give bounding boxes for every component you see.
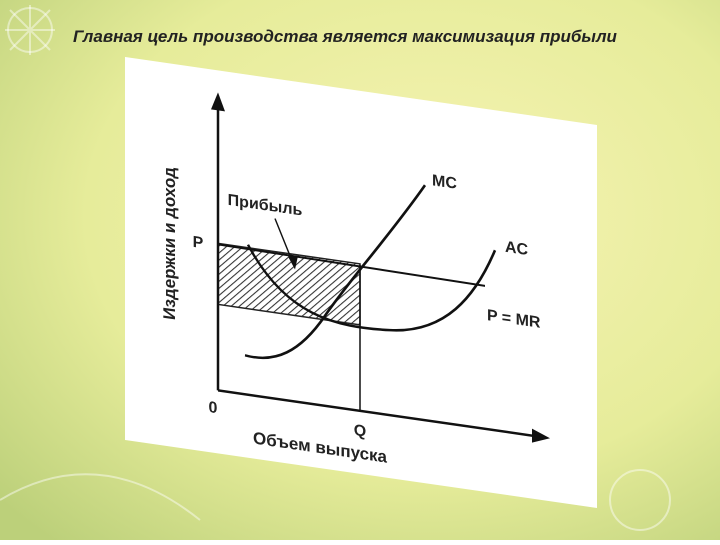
x-axis [218, 389, 537, 438]
origin-label: 0 [209, 398, 218, 417]
y-arrow [211, 92, 225, 112]
diagram: Издержки и доход Объем выпуска 0 P Q При… [125, 57, 597, 508]
x-arrow [532, 428, 550, 443]
profit-leader-arrow [288, 255, 298, 270]
mc-label: MC [432, 171, 457, 193]
quantity-label: Q [354, 421, 366, 441]
axes [216, 105, 537, 438]
ac-curve [246, 244, 497, 332]
slide-title: Главная цель производства является макси… [73, 27, 618, 46]
diagram-panel [125, 57, 597, 508]
profit-leader [274, 218, 294, 264]
mr-line [217, 243, 486, 287]
mc-curve [244, 184, 427, 360]
decoration [0, 5, 671, 531]
ac-label: AC [505, 238, 528, 259]
y-axis-label: Издержки и доход [160, 166, 179, 322]
price-label: P [193, 233, 204, 252]
